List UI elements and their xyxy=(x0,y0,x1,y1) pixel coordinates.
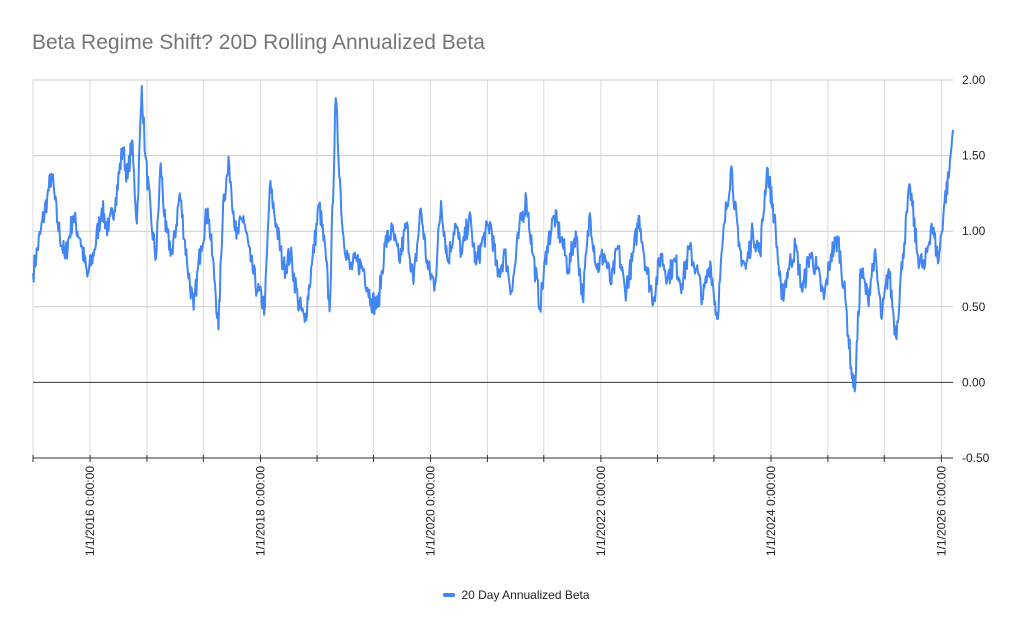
x-tick-label: 1/1/2026 0:00:00 xyxy=(934,466,948,556)
x-axis xyxy=(32,455,953,462)
y-tick-label: 0.50 xyxy=(962,300,986,314)
x-tick-label: 1/1/2018 0:00:00 xyxy=(253,466,267,556)
x-tick-label: 1/1/2020 0:00:00 xyxy=(424,466,438,556)
x-tick-label: 1/1/2022 0:00:00 xyxy=(594,466,608,556)
x-tick-labels: 1/1/2016 0:00:00 1/1/2018 0:00:00 1/1/2020… xyxy=(83,466,948,556)
series-layer xyxy=(32,85,954,393)
y-tick-label: 0.00 xyxy=(962,375,986,389)
x-tick-label: 1/1/2024 0:00:00 xyxy=(764,466,778,556)
y-tick-label: 1.00 xyxy=(962,224,986,238)
y-tick-label: 1.50 xyxy=(962,149,986,163)
chart-title: Beta Regime Shift? 20D Rolling Annualize… xyxy=(32,31,485,54)
legend-label: 20 Day Annualized Beta xyxy=(461,588,590,602)
series-line-20-day-annualized-beta xyxy=(32,85,954,393)
x-tick-label: 1/1/2016 0:00:00 xyxy=(83,466,97,556)
y-tick-labels: 2.00 1.50 1.00 0.50 0.00 -0.50 xyxy=(962,73,990,465)
legend-item[interactable]: 20 Day Annualized Beta xyxy=(443,588,590,602)
x-gridlines xyxy=(32,80,942,458)
legend: 20 Day Annualized Beta xyxy=(0,588,1025,602)
y-tick-label: -0.50 xyxy=(962,451,990,465)
legend-swatch xyxy=(443,593,456,597)
y-tick-label: 2.00 xyxy=(962,73,986,87)
